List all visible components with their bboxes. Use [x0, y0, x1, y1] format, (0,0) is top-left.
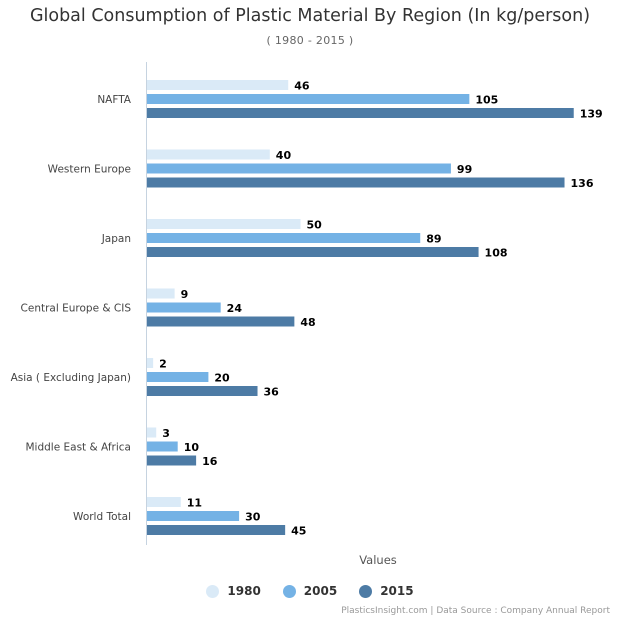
legend-dot-icon [206, 584, 220, 598]
data-label: 16 [202, 455, 218, 468]
bar[interactable] [147, 219, 301, 229]
data-label: 139 [580, 108, 603, 121]
chart-title: Global Consumption of Plastic Material B… [29, 6, 591, 26]
data-label: 2 [159, 358, 167, 371]
category-labels: NAFTA Western Europe Japan Central Europe &… [11, 94, 132, 523]
legend: 1980 2005 2015 [0, 584, 620, 598]
bar[interactable] [147, 358, 154, 368]
category-label: Western Europe [48, 164, 131, 176]
bar[interactable] [147, 497, 181, 507]
data-label: 89 [426, 233, 441, 246]
data-label: 9 [181, 288, 189, 301]
legend-label: 1980 [227, 584, 261, 598]
bar[interactable] [147, 288, 175, 299]
category-label: World Total [73, 511, 131, 523]
bar[interactable] [147, 525, 286, 535]
bar[interactable] [147, 149, 270, 160]
data-label: 24 [227, 302, 243, 315]
data-label: 99 [457, 163, 472, 176]
bar[interactable] [147, 511, 240, 521]
legend-item[interactable]: 2005 [282, 584, 338, 598]
category-label: Central Europe & CIS [21, 303, 132, 315]
data-label: 45 [291, 525, 306, 538]
bar[interactable] [147, 427, 157, 438]
data-label: 20 [214, 372, 230, 385]
bar-chart: NAFTA Western Europe Japan Central Europe &… [11, 62, 603, 567]
data-label: 46 [294, 80, 310, 93]
data-label: 30 [245, 511, 261, 524]
data-label: 50 [307, 219, 323, 232]
category-label: Middle East & Africa [26, 442, 132, 454]
credits-text: PlasticsInsight.com | Data Source : Comp… [341, 606, 610, 616]
data-label: 48 [300, 316, 315, 329]
bar[interactable] [147, 441, 178, 452]
bar[interactable] [147, 316, 295, 327]
legend-item[interactable]: 2015 [359, 584, 414, 598]
data-label: 105 [475, 94, 498, 107]
bar[interactable] [147, 247, 479, 257]
chart-subtitle: ( 1980 - 2015 ) [266, 34, 354, 47]
data-label: 11 [187, 497, 202, 510]
legend-label: 2005 [303, 584, 338, 598]
legend-dot-icon [282, 584, 296, 598]
legend-dot-icon [359, 584, 373, 598]
x-axis-title: Values [359, 553, 397, 567]
bar[interactable] [147, 386, 258, 396]
legend-label: 2015 [380, 584, 414, 598]
data-label: 3 [162, 427, 170, 440]
data-label: 136 [571, 177, 594, 190]
bar[interactable] [147, 302, 221, 313]
category-label: Japan [101, 233, 131, 245]
bar[interactable] [147, 108, 574, 118]
bar[interactable] [147, 455, 197, 466]
bar[interactable] [147, 80, 289, 90]
category-label: Asia ( Excluding Japan) [11, 372, 131, 384]
bars-group [147, 80, 574, 535]
data-label: 36 [264, 386, 280, 399]
data-label: 10 [184, 441, 200, 454]
category-label: NAFTA [97, 94, 131, 106]
bar[interactable] [147, 94, 470, 104]
bar[interactable] [147, 233, 421, 243]
bar[interactable] [147, 163, 451, 174]
data-label: 40 [276, 149, 292, 162]
bar[interactable] [147, 372, 209, 382]
data-label: 108 [485, 247, 508, 260]
bar[interactable] [147, 177, 565, 188]
legend-item[interactable]: 1980 [206, 584, 261, 598]
